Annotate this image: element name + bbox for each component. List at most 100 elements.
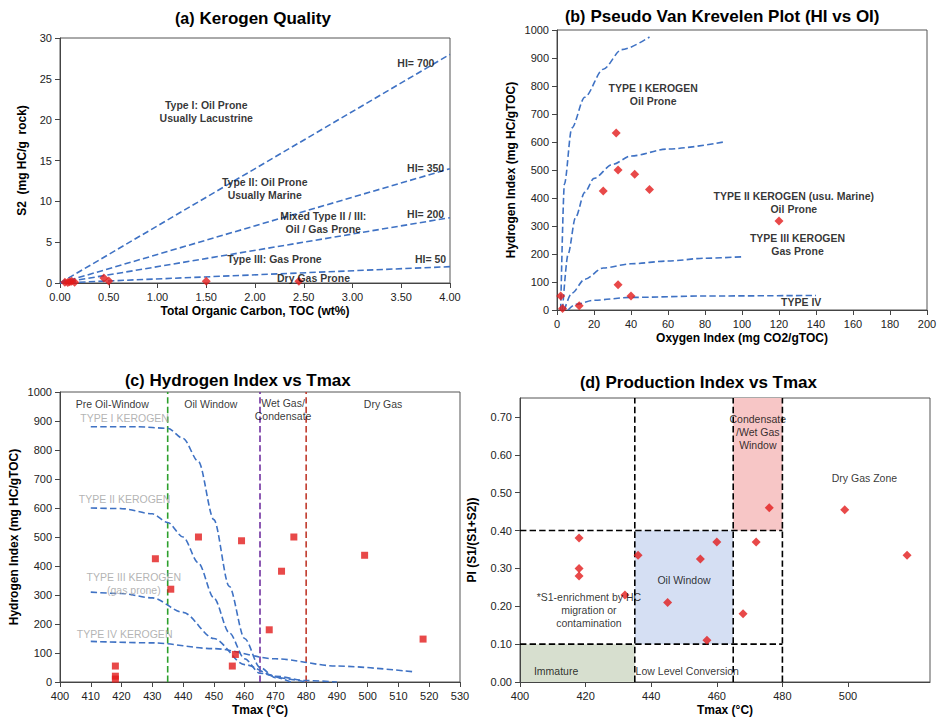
svg-text:0.00: 0.00 bbox=[491, 676, 512, 688]
svg-text:100: 100 bbox=[733, 318, 751, 330]
svg-text:800: 800 bbox=[531, 80, 549, 92]
svg-text:0.10: 0.10 bbox=[491, 638, 512, 650]
svg-text:25: 25 bbox=[40, 73, 52, 85]
svg-text:Tmax (°C): Tmax (°C) bbox=[232, 703, 288, 717]
svg-text:Gas Prone: Gas Prone bbox=[771, 245, 824, 257]
svg-text:HI= 350: HI= 350 bbox=[407, 162, 444, 174]
svg-text:100: 100 bbox=[531, 276, 549, 288]
svg-text:600: 600 bbox=[531, 136, 549, 148]
svg-text:HI= 700: HI= 700 bbox=[397, 57, 434, 69]
svg-text:0: 0 bbox=[46, 277, 52, 289]
svg-text:Usually Marine: Usually Marine bbox=[228, 189, 302, 201]
svg-text:480: 480 bbox=[773, 690, 791, 702]
svg-text:Dry Gas: Dry Gas bbox=[364, 398, 403, 410]
svg-text:420: 420 bbox=[576, 690, 594, 702]
svg-text:Condensate: Condensate bbox=[255, 410, 312, 422]
svg-text:80: 80 bbox=[699, 318, 711, 330]
svg-text:490: 490 bbox=[328, 690, 346, 702]
svg-text:900: 900 bbox=[34, 415, 52, 427]
svg-text:TYPE II KEROGEN (usu. Marine): TYPE II KEROGEN (usu. Marine) bbox=[714, 190, 874, 202]
svg-text:S2 (mg HC/g rock): S2 (mg HC/g rock) bbox=[15, 105, 29, 216]
svg-text:0: 0 bbox=[543, 304, 549, 316]
svg-text:10: 10 bbox=[40, 195, 52, 207]
svg-text:800: 800 bbox=[34, 444, 52, 456]
svg-text:510: 510 bbox=[389, 690, 407, 702]
svg-text:700: 700 bbox=[34, 473, 52, 485]
svg-text:Oil Window: Oil Window bbox=[657, 574, 711, 586]
svg-text:Usually Lacustrine: Usually Lacustrine bbox=[160, 112, 254, 124]
svg-text:160: 160 bbox=[844, 318, 862, 330]
svg-text:2.00: 2.00 bbox=[244, 291, 265, 303]
svg-text:Oil / Gas Prone: Oil / Gas Prone bbox=[286, 223, 361, 235]
svg-text:Production Index vs Tmax: Production Index vs Tmax bbox=[605, 373, 817, 392]
svg-text:TYPE III KEROGEN: TYPE III KEROGEN bbox=[750, 232, 845, 244]
svg-text:60: 60 bbox=[662, 318, 674, 330]
svg-text:1.50: 1.50 bbox=[196, 291, 217, 303]
svg-text:0.00: 0.00 bbox=[49, 291, 70, 303]
svg-text:200: 200 bbox=[531, 248, 549, 260]
svg-text:TYPE IV KEROGEN: TYPE IV KEROGEN bbox=[77, 628, 173, 640]
svg-text:300: 300 bbox=[531, 220, 549, 232]
svg-text:Dry Gas Zone: Dry Gas Zone bbox=[832, 472, 898, 484]
svg-text:5: 5 bbox=[46, 236, 52, 248]
svg-text:200: 200 bbox=[34, 618, 52, 630]
svg-text:470: 470 bbox=[266, 690, 284, 702]
svg-text:900: 900 bbox=[531, 52, 549, 64]
svg-text:(d): (d) bbox=[580, 374, 600, 391]
svg-text:460: 460 bbox=[708, 690, 726, 702]
svg-text:Type I: Oil Prone: Type I: Oil Prone bbox=[165, 99, 248, 111]
svg-text:HI= 200: HI= 200 bbox=[407, 208, 444, 220]
svg-text:450: 450 bbox=[205, 690, 223, 702]
svg-text:500: 500 bbox=[531, 164, 549, 176]
svg-text:20: 20 bbox=[40, 114, 52, 126]
svg-text:HI= 50: HI= 50 bbox=[415, 253, 446, 265]
svg-text:200: 200 bbox=[918, 318, 936, 330]
svg-text:3.00: 3.00 bbox=[342, 291, 363, 303]
svg-text:2.50: 2.50 bbox=[293, 291, 314, 303]
svg-text:300: 300 bbox=[34, 589, 52, 601]
svg-text:Oxygen Index (mg CO2/gTOC): Oxygen Index (mg CO2/gTOC) bbox=[656, 331, 828, 345]
svg-text:500: 500 bbox=[359, 690, 377, 702]
svg-text:520: 520 bbox=[420, 690, 438, 702]
svg-text:Mixed Type II / III:: Mixed Type II / III: bbox=[280, 210, 366, 222]
svg-text:TYPE III KEROGEN: TYPE III KEROGEN bbox=[87, 571, 182, 583]
svg-text:Pseudo Van Krevelen Plot (HI v: Pseudo Van Krevelen Plot (HI vs OI) bbox=[590, 7, 879, 26]
svg-text:Hydrogen Index (mg HC/gTOC): Hydrogen Index (mg HC/gTOC) bbox=[504, 82, 518, 258]
svg-text:Wet Gas/: Wet Gas/ bbox=[261, 397, 305, 409]
svg-text:460: 460 bbox=[235, 690, 253, 702]
svg-text:1000: 1000 bbox=[28, 386, 52, 398]
svg-text:500: 500 bbox=[839, 690, 857, 702]
svg-text:400: 400 bbox=[51, 690, 69, 702]
svg-text:0.50: 0.50 bbox=[491, 487, 512, 499]
svg-text:1000: 1000 bbox=[525, 24, 549, 36]
svg-text:Immature: Immature bbox=[534, 665, 579, 677]
svg-text:440: 440 bbox=[174, 690, 192, 702]
svg-text:440: 440 bbox=[642, 690, 660, 702]
svg-text:Oil Prone: Oil Prone bbox=[770, 203, 817, 215]
svg-text:400: 400 bbox=[34, 560, 52, 572]
svg-text:Type III: Gas Prone: Type III: Gas Prone bbox=[227, 253, 321, 265]
svg-text:140: 140 bbox=[807, 318, 825, 330]
svg-text:(a): (a) bbox=[175, 10, 195, 27]
svg-text:20: 20 bbox=[588, 318, 600, 330]
svg-text:400: 400 bbox=[511, 690, 529, 702]
svg-text:0.60: 0.60 bbox=[491, 449, 512, 461]
svg-text:0.50: 0.50 bbox=[98, 291, 119, 303]
svg-text:TYPE II KEROGEN: TYPE II KEROGEN bbox=[79, 493, 171, 505]
svg-text:migration or: migration or bbox=[561, 604, 617, 616]
svg-text:Tmax (°C): Tmax (°C) bbox=[697, 703, 753, 717]
svg-text:Hydrogen Index vs Tmax: Hydrogen Index vs Tmax bbox=[150, 371, 352, 390]
svg-text:0.30: 0.30 bbox=[491, 562, 512, 574]
svg-text:Hydrogen Index (mg HC/gTOC): Hydrogen Index (mg HC/gTOC) bbox=[7, 449, 21, 625]
svg-text:(gas prone): (gas prone) bbox=[107, 584, 161, 596]
svg-text:(b): (b) bbox=[565, 8, 585, 25]
svg-text:600: 600 bbox=[34, 502, 52, 514]
svg-text:0.70: 0.70 bbox=[491, 411, 512, 423]
svg-text:Oil Window: Oil Window bbox=[184, 398, 238, 410]
svg-text:TYPE I KEROGEN: TYPE I KEROGEN bbox=[609, 82, 698, 94]
svg-text:480: 480 bbox=[297, 690, 315, 702]
svg-text:Condensate: Condensate bbox=[729, 413, 786, 425]
svg-text:100: 100 bbox=[34, 647, 52, 659]
svg-text:4.00: 4.00 bbox=[439, 291, 460, 303]
svg-text:Low Level Conversion: Low Level Conversion bbox=[636, 665, 739, 677]
